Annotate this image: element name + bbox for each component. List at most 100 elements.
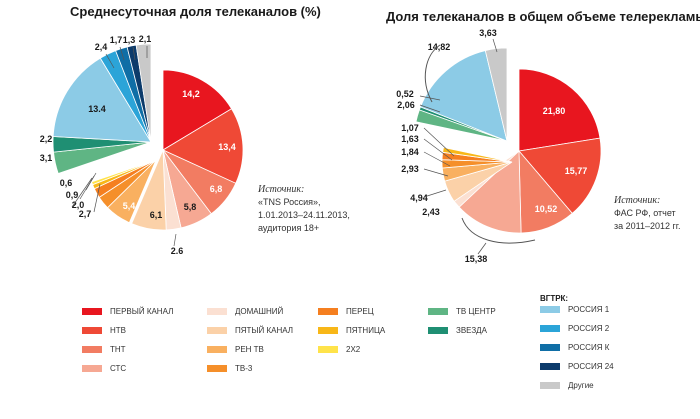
leader-line	[93, 183, 101, 213]
legend-label-rossiya24: РОССИЯ 24	[568, 362, 614, 371]
legend-swatch-tvcentr	[428, 308, 448, 315]
chart1-source-line: «TNS Россия»,	[258, 197, 321, 207]
slice-label-drugie: 2,1	[139, 34, 152, 44]
slice-label-ntv: 15,77	[565, 166, 588, 176]
leader-line	[423, 138, 453, 161]
leader-line	[173, 233, 177, 247]
legend-swatch-ren	[207, 346, 227, 353]
legend-swatch-pyatiy	[207, 327, 227, 334]
slice-label-drugie: 3,63	[479, 28, 497, 38]
pie-slice-perviy	[162, 69, 233, 151]
slice-label-rossiya1: 13.4	[88, 104, 106, 114]
pie-slice-pyatnica	[442, 147, 513, 163]
legend-label-tnt: ТНТ	[110, 345, 126, 354]
legend-label-ntv: НТВ	[110, 326, 126, 335]
legend-label-zvezda: ЗВЕЗДА	[456, 326, 488, 335]
legend-swatch-drugie	[540, 382, 560, 389]
slice-label-tnt: 6,8	[210, 184, 223, 194]
leader-line	[71, 177, 93, 208]
slice-label-zvezda: 0,52	[396, 89, 414, 99]
legend-swatch-twox2	[318, 346, 338, 353]
bracket-sts	[461, 217, 536, 244]
legend-swatch-ntv	[82, 327, 102, 334]
legend-label-tv3: ТВ-3	[235, 364, 253, 373]
group-label-sts: 15,38	[465, 254, 488, 264]
pie-slice-perviy	[518, 68, 601, 152]
legend-swatch-pyatnica	[318, 327, 338, 334]
chart2-source-line: ФАС РФ, отчет	[614, 208, 676, 218]
slice-label-sts: 5,8	[184, 202, 197, 212]
legend-label-drugie: Другие	[568, 381, 594, 390]
leader-line	[119, 46, 125, 61]
legend-swatch-rossiya24	[540, 363, 560, 370]
slice-label-pyatnica: 0,9	[66, 190, 79, 200]
chart1-source-label: Источник:	[257, 184, 304, 195]
legend-label-perec: ПЕРЕЦ	[346, 307, 374, 316]
slice-label-rossiya24: 1,3	[123, 35, 136, 45]
legend-label-ren: РЕН ТВ	[235, 345, 264, 354]
legend-swatch-sts	[82, 365, 102, 372]
legend-swatch-rossiyak	[540, 344, 560, 351]
slice-label-twox2: 0,6	[60, 178, 73, 188]
leader-line	[423, 189, 447, 198]
leader-line	[105, 53, 115, 69]
legend-swatch-rossiya2	[540, 325, 560, 332]
slice-label-perviy: 21,80	[543, 106, 566, 116]
legend-swatch-zvezda	[428, 327, 448, 334]
legend-label-twox2: 2Х2	[346, 345, 361, 354]
chart2-title: Доля телеканалов в общем объеме телерекл…	[386, 9, 700, 24]
legend-label-pyatiy: ПЯТЫЙ КАНАЛ	[235, 326, 293, 335]
legend-label-rossiya2: РОССИЯ 2	[568, 324, 610, 333]
pie-slice-pyatiy	[131, 149, 167, 231]
pie-slice-twox2	[91, 159, 157, 186]
legend: ПЕРВЫЙ КАНАЛ НТВ ТНТ СТС ДОМАШНИЙ ПЯТЫЙ КАНАЛ…	[82, 294, 614, 390]
slice-label-perec: 1,63	[401, 134, 419, 144]
leader-line	[132, 46, 136, 61]
slice-label-tnt: 10,52	[535, 204, 558, 214]
chart1-source-line: 1.01.2013–24.11.2013,	[258, 210, 350, 220]
slice-label-pyatnica: 1,07	[401, 123, 419, 133]
slice-label-rossiya1: 14,82	[428, 42, 451, 52]
chart2-source-label: Источник:	[613, 195, 660, 206]
pie-chart-ad-share: 21,80 15,77 10,52 2,43 4,94 2,93 1,84 1,631,07 2…	[396, 28, 602, 264]
pie-slice-rossiya1	[419, 50, 508, 142]
legend-label-rossiyak: РОССИЯ К	[568, 343, 610, 352]
leader-line	[477, 242, 487, 255]
legend-label-rossiya1: РОССИЯ 1	[568, 305, 610, 314]
leader-line	[85, 172, 97, 191]
legend-header: ВГТРК:	[540, 294, 568, 303]
legend-swatch-perviy	[82, 308, 102, 315]
pie-slice-rossiya1	[52, 57, 152, 143]
legend-swatch-domashniy	[207, 308, 227, 315]
pie-chart-audience-share: 14,2 13,4 6,8 5,8 2.6 6,1 5,4 2,72,00,9 0,6 3,1 2,…	[40, 34, 244, 256]
slice-label-zvezda: 2,2	[40, 134, 53, 144]
leader-line	[423, 151, 451, 167]
leader-line	[419, 104, 441, 113]
slice-label-tvcentr: 3,1	[40, 153, 53, 163]
slice-label-domashniy: 2.6	[171, 246, 184, 256]
slice-label-ren: 2,93	[401, 164, 419, 174]
bracket-rossiya1	[424, 44, 441, 103]
slice-label-ntv: 13,4	[218, 142, 236, 152]
slice-label-rossiya2: 2,4	[95, 42, 108, 52]
legend-label-domashniy: ДОМАШНИЙ	[235, 307, 284, 316]
pie-slice-ntv	[162, 108, 244, 184]
leader-line	[423, 168, 449, 177]
legend-label-perviy: ПЕРВЫЙ КАНАЛ	[110, 307, 173, 316]
pie-slice-drugie	[135, 43, 152, 143]
chart2-source-line: за 2011–2012 гг.	[614, 221, 680, 231]
slice-label-rossiyak: 1,7	[110, 35, 123, 45]
slice-label-pyatiy: 4,94	[410, 193, 428, 203]
slice-label-ren: 5,4	[123, 201, 136, 211]
pie-slice-ntv	[518, 137, 602, 214]
slice-label-domashniy: 2,43	[422, 207, 440, 217]
legend-swatch-tnt	[82, 346, 102, 353]
legend-label-pyatnica: ПЯТНИЦА	[346, 326, 386, 335]
leader-line	[423, 127, 455, 157]
pie-slice-sts	[458, 150, 522, 234]
slice-label-pyatiy: 6,1	[150, 210, 163, 220]
chart1-source: Источник: «TNS Россия», 1.01.2013–24.11.…	[257, 184, 350, 233]
legend-swatch-tv3	[207, 365, 227, 372]
legend-swatch-perec	[318, 308, 338, 315]
